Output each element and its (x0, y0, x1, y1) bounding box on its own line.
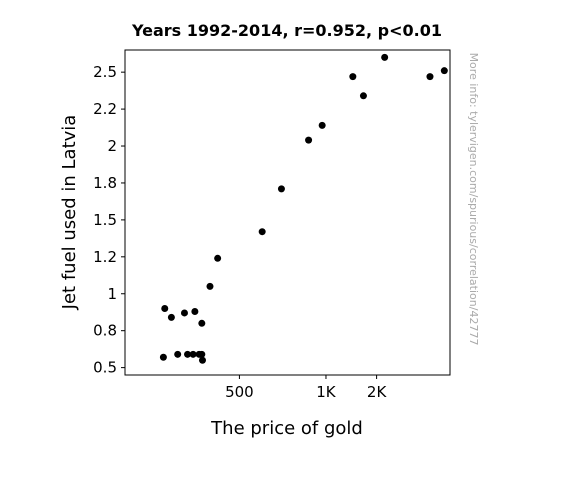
data-point (381, 53, 389, 61)
axis-ticks: 0.5 0.8 1 1.2 1.5 1.8 2 2.2 2.5 500 1K 2K (93, 63, 387, 401)
plot-area (124, 49, 451, 376)
y-tick-label: 2 (107, 137, 117, 155)
data-point (426, 73, 434, 81)
y-tick-label: 1.5 (93, 211, 117, 229)
y-tick-label: 2.5 (93, 63, 117, 81)
x-tick-label: 2K (367, 383, 388, 401)
data-point (180, 309, 188, 317)
y-axis-label: Jet fuel used in Latvia (59, 115, 80, 311)
x-axis-label: The price of gold (210, 418, 363, 439)
data-point (277, 185, 285, 193)
chart-title: Years 1992-2014, r=0.952, p<0.01 (131, 21, 442, 40)
watermark-text: More info: tylervigen.com/spurious/corre… (467, 53, 480, 346)
data-points (159, 53, 448, 364)
data-point (174, 350, 182, 358)
y-tick-label: 1 (107, 285, 117, 303)
y-tick-label: 0.8 (93, 322, 117, 340)
data-point (359, 92, 367, 100)
y-tick-label: 1.2 (93, 248, 117, 266)
data-point (189, 350, 197, 358)
data-point (167, 313, 175, 321)
data-point (184, 350, 192, 358)
data-point (191, 307, 199, 315)
data-point (349, 73, 357, 81)
y-tick-label: 1.8 (93, 174, 117, 192)
data-point (161, 305, 169, 313)
x-tick-label: 500 (225, 383, 254, 401)
y-tick-label: 0.5 (93, 359, 117, 377)
data-point (318, 121, 326, 129)
data-point (206, 282, 214, 290)
y-tick-label: 2.2 (93, 100, 117, 118)
data-point (198, 356, 206, 364)
x-tick-label: 1K (316, 383, 337, 401)
data-point (440, 67, 448, 75)
data-point (198, 319, 206, 327)
data-point (198, 350, 206, 358)
data-point (214, 254, 222, 262)
data-point (258, 228, 266, 236)
data-point (159, 353, 167, 361)
data-point (305, 136, 313, 144)
